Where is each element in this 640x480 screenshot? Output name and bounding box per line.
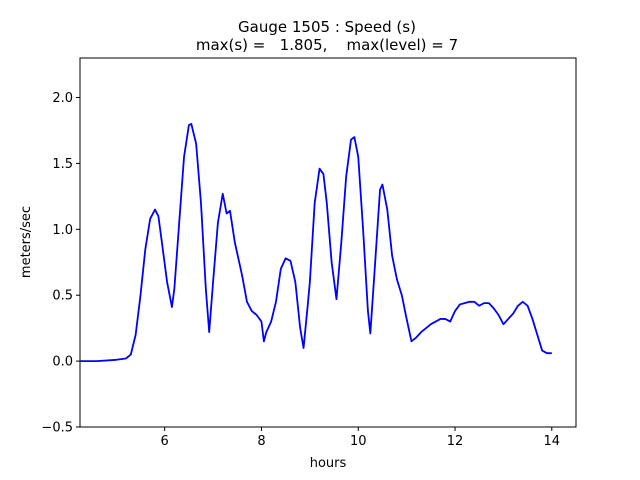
- y-axis-ticks: −0.5 0.0 0.5 1.0 1.5 2.0: [41, 91, 80, 436]
- chart-title: Gauge 1505 : Speed (s): [238, 18, 416, 36]
- x-axis-label: hours: [310, 456, 347, 471]
- x-axis-ticks: 6 8 10 12 14: [161, 427, 561, 449]
- x-tick-label: 10: [350, 434, 367, 449]
- x-tick-label: 6: [161, 434, 169, 449]
- y-tick-label: −0.5: [41, 421, 73, 436]
- y-tick-label: 0.0: [52, 355, 73, 370]
- plot-area: [80, 58, 576, 427]
- x-tick-label: 14: [544, 434, 561, 449]
- x-tick-label: 8: [257, 434, 265, 449]
- chart-subtitle: max(s) = 1.805, max(level) = 7: [196, 36, 458, 54]
- speed-series-line: [80, 122, 552, 363]
- y-tick-label: 1.0: [52, 223, 73, 238]
- plot-frame: [79, 57, 577, 428]
- series-layer: [80, 122, 552, 363]
- y-axis-label: meters/sec: [19, 206, 34, 278]
- x-tick-label: 12: [447, 434, 464, 449]
- y-tick-label: 2.0: [52, 91, 73, 106]
- y-tick-label: 0.5: [52, 289, 73, 304]
- y-tick-label: 1.5: [52, 157, 73, 172]
